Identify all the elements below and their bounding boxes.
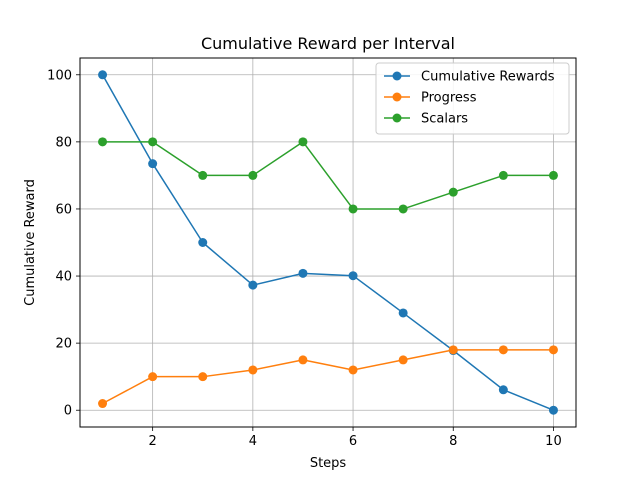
series-scalars (98, 137, 558, 214)
data-point (148, 372, 158, 382)
series-line (102, 141, 554, 210)
data-point (198, 238, 208, 247)
data-point (248, 280, 258, 290)
data-point (448, 187, 458, 197)
data-point (498, 170, 508, 180)
legend-label: Progress (421, 91, 477, 106)
x-tick-label: 4 (249, 434, 257, 449)
series-line (101, 74, 554, 411)
x-tick-label: 2 (149, 434, 157, 449)
legend-box (375, 62, 570, 135)
data-point (98, 70, 108, 80)
legend-label: Scalars (421, 112, 468, 127)
x-tick-label: 10 (545, 434, 562, 449)
data-point (248, 170, 258, 180)
y-tick-label: 40 (55, 270, 72, 285)
series-cumulative-rewards (98, 70, 558, 415)
series-line (102, 349, 554, 405)
data-point (548, 345, 558, 355)
y-tick-label: 20 (55, 337, 72, 352)
legend-marker (392, 71, 402, 81)
legend-marker (392, 113, 402, 123)
chart-title: Cumulative Reward per Interval (201, 34, 455, 53)
x-tick-label: 8 (449, 434, 457, 449)
data-point (198, 372, 208, 382)
data-point (348, 271, 358, 281)
data-point (548, 170, 558, 180)
data-point (398, 355, 408, 365)
data-point (348, 204, 358, 214)
data-point (448, 345, 458, 355)
x-tick-label: 6 (349, 434, 357, 449)
data-point (298, 137, 308, 147)
series-progress (98, 345, 558, 409)
plot-frame (79, 57, 577, 428)
y-tick-label: 0 (64, 404, 72, 419)
data-point (98, 137, 108, 147)
data-point (148, 159, 158, 169)
y-axis-label: Cumulative Reward (23, 179, 38, 306)
y-tick-label: 80 (55, 135, 72, 150)
data-point (548, 405, 558, 415)
data-point (498, 385, 508, 395)
x-axis-label: Steps (310, 456, 347, 471)
data-point (298, 268, 308, 278)
legend-label: Cumulative Rewards (421, 70, 555, 85)
data-point (498, 345, 508, 355)
data-point (148, 137, 158, 147)
data-point (298, 355, 308, 365)
data-point (98, 399, 108, 409)
data-point (248, 365, 258, 375)
legend-marker (392, 92, 402, 102)
data-point (198, 170, 208, 180)
legend: Cumulative Rewards Progress Scalars (375, 62, 570, 135)
data-point (398, 308, 408, 318)
y-tick-label: 100 (47, 68, 72, 83)
y-tick-label: 60 (55, 202, 72, 217)
data-point (348, 365, 358, 375)
series-layer (98, 70, 558, 415)
data-point (398, 204, 408, 214)
